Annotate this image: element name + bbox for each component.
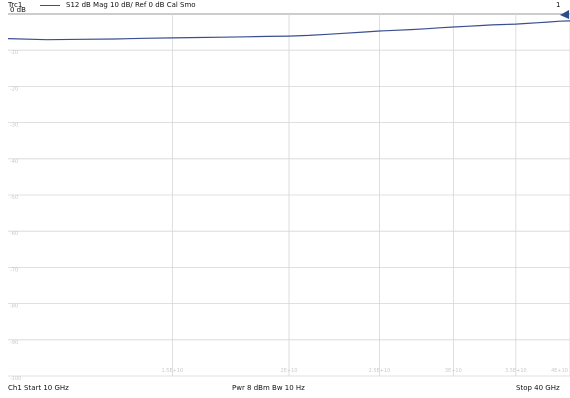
trace-legend-line xyxy=(40,5,60,6)
plot-area: 0 dB -10 -20 -30 -40 -50 -60 -70 -80 -90 -100 1.5E… xyxy=(7,6,570,380)
y-tick-label: -70 xyxy=(10,267,18,273)
channel-footer: Ch1 Start 10 GHz Pwr 8 dBm Bw 10 Hz Stop… xyxy=(0,380,570,398)
x-tick-label: 2.5E+10 xyxy=(369,368,391,374)
y-tick-label: -100 xyxy=(10,376,21,380)
y-tick-label: -20 xyxy=(10,86,18,92)
x-tick-labels: 1.5E+10 2E+10 2.5E+10 3E+10 3.5E+10 4E+10 xyxy=(162,368,568,374)
x-tick-label: 1.5E+10 xyxy=(162,368,184,374)
y-tick-label: -50 xyxy=(10,195,18,201)
power-bandwidth[interactable]: Pwr 8 dBm Bw 10 Hz xyxy=(232,384,305,392)
y-tick-label: -10 xyxy=(10,50,18,56)
x-tick-label: 2E+10 xyxy=(281,368,298,374)
y-tick-label: -30 xyxy=(10,123,18,129)
start-frequency[interactable]: Ch1 Start 10 GHz xyxy=(8,384,69,392)
trace-line-s12 xyxy=(7,20,570,41)
trace-parameter[interactable]: S12 dB Mag 10 dB/ Ref 0 dB Cal Smo xyxy=(66,1,196,9)
stop-frequency[interactable]: Stop 40 GHz xyxy=(516,384,560,392)
y-tick-label: -90 xyxy=(10,340,18,346)
x-tick-label: 3.5E+10 xyxy=(505,368,527,374)
x-tick-label: 3E+10 xyxy=(445,368,462,374)
y-tick-label: -40 xyxy=(10,159,18,165)
y-tick-label: -60 xyxy=(10,231,18,237)
grid-lines xyxy=(8,13,570,377)
x-tick-label: 4E+10 xyxy=(551,368,568,374)
trace-label[interactable]: Trc1 xyxy=(8,1,23,9)
y-tick-label: -80 xyxy=(10,304,18,310)
trace-header: Trc1 S12 dB Mag 10 dB/ Ref 0 dB Cal Smo … xyxy=(0,0,570,12)
y-tick-labels: 0 dB -10 -20 -30 -40 -50 -60 -70 -80 -90 -100 xyxy=(10,6,26,380)
reference-marker-icon[interactable] xyxy=(560,10,569,19)
reference-level-label: 0 dB xyxy=(10,6,26,14)
channel-number: 1 xyxy=(556,1,561,9)
